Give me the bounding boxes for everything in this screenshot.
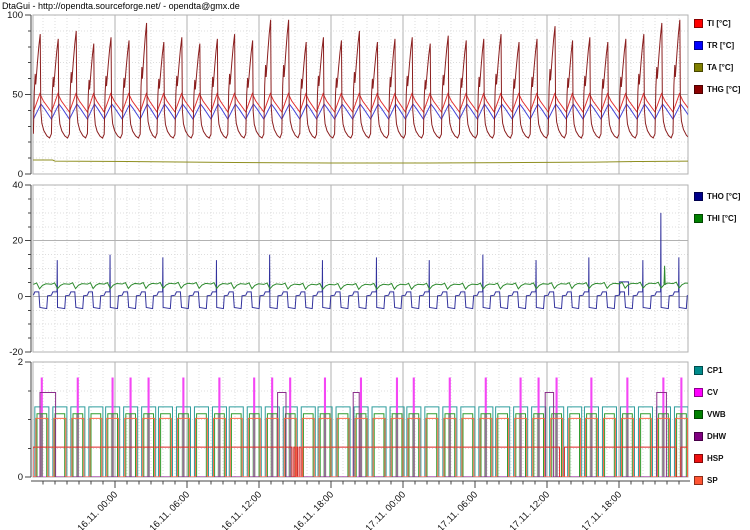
svg-text:2: 2: [18, 357, 23, 368]
legend-swatch-cp1: [694, 365, 703, 375]
legend-item-tho: THO [°C]: [694, 185, 750, 207]
legend-label: HSP: [707, 453, 724, 463]
legend-item-hsp: HSP: [694, 447, 750, 469]
legend-label: SP: [707, 475, 718, 485]
legend-label: DHW: [707, 431, 727, 441]
svg-text:17.11. 12:00: 17.11. 12:00: [507, 489, 552, 530]
legend-swatch-tho: [694, 191, 703, 201]
svg-text:-20: -20: [9, 347, 23, 358]
svg-text:16.11. 12:00: 16.11. 12:00: [219, 489, 264, 530]
svg-text:40: 40: [12, 180, 23, 191]
legend-item-thi: THI [°C]: [694, 207, 750, 229]
svg-text:20: 20: [12, 236, 23, 247]
legend-label: CP1: [707, 365, 723, 375]
svg-text:50: 50: [12, 90, 23, 101]
legend-label: THO [°C]: [707, 191, 741, 201]
svg-text:17.11. 06:00: 17.11. 06:00: [435, 489, 480, 530]
legend-label: TA [°C]: [707, 62, 734, 72]
svg-text:0: 0: [18, 472, 23, 483]
legend-label: TI [°C]: [707, 18, 731, 28]
legend-heat-source: THO [°C] THI [°C]: [694, 185, 750, 229]
legend-swatch-tr: [694, 40, 703, 50]
legend-swatch-thg: [694, 84, 703, 94]
legend-swatch-dhw: [694, 431, 703, 441]
svg-text:0: 0: [18, 291, 23, 302]
svg-text:17.11. 18:00: 17.11. 18:00: [579, 489, 624, 530]
legend-swatch-cv: [694, 387, 703, 397]
legend-swatch-ti: [694, 18, 703, 28]
legend-swatch-hsp: [694, 453, 703, 463]
legend-swatch-sp: [694, 475, 703, 485]
legend-swatch-thi: [694, 213, 703, 223]
svg-text:16.11. 00:00: 16.11. 00:00: [75, 489, 120, 530]
legend-item-vwb: VWB: [694, 403, 750, 425]
legend-label: TR [°C]: [707, 40, 735, 50]
svg-text:0: 0: [18, 169, 23, 180]
legend-item-cv: CV: [694, 381, 750, 403]
legend-swatch-vwb: [694, 409, 703, 419]
legend-label: THG [°C]: [707, 84, 741, 94]
legend-item-dhw: DHW: [694, 425, 750, 447]
legend-temperatures: TI [°C] TR [°C] TA [°C] THG [°C]: [694, 12, 750, 100]
svg-text:16.11. 06:00: 16.11. 06:00: [147, 489, 192, 530]
svg-text:16.11. 18:00: 16.11. 18:00: [291, 489, 336, 530]
legend-item-sp: SP: [694, 469, 750, 491]
legend-swatch-ta: [694, 62, 703, 72]
legend-item-ti: TI [°C]: [694, 12, 750, 34]
legend-item-tr: TR [°C]: [694, 34, 750, 56]
legend-item-thg: THG [°C]: [694, 78, 750, 100]
svg-text:100: 100: [7, 10, 23, 21]
app-title: DtaGui - http://opendta.sourceforge.net/…: [2, 1, 240, 11]
legend-label: VWB: [707, 409, 726, 419]
legend-item-ta: TA [°C]: [694, 56, 750, 78]
legend-digital: CP1 CV VWB DHW HSP SP: [694, 359, 750, 491]
svg-text:17.11. 00:00: 17.11. 00:00: [363, 489, 408, 530]
legend-label: CV: [707, 387, 719, 397]
legend-item-cp1: CP1: [694, 359, 750, 381]
legend-label: THI [°C]: [707, 213, 737, 223]
